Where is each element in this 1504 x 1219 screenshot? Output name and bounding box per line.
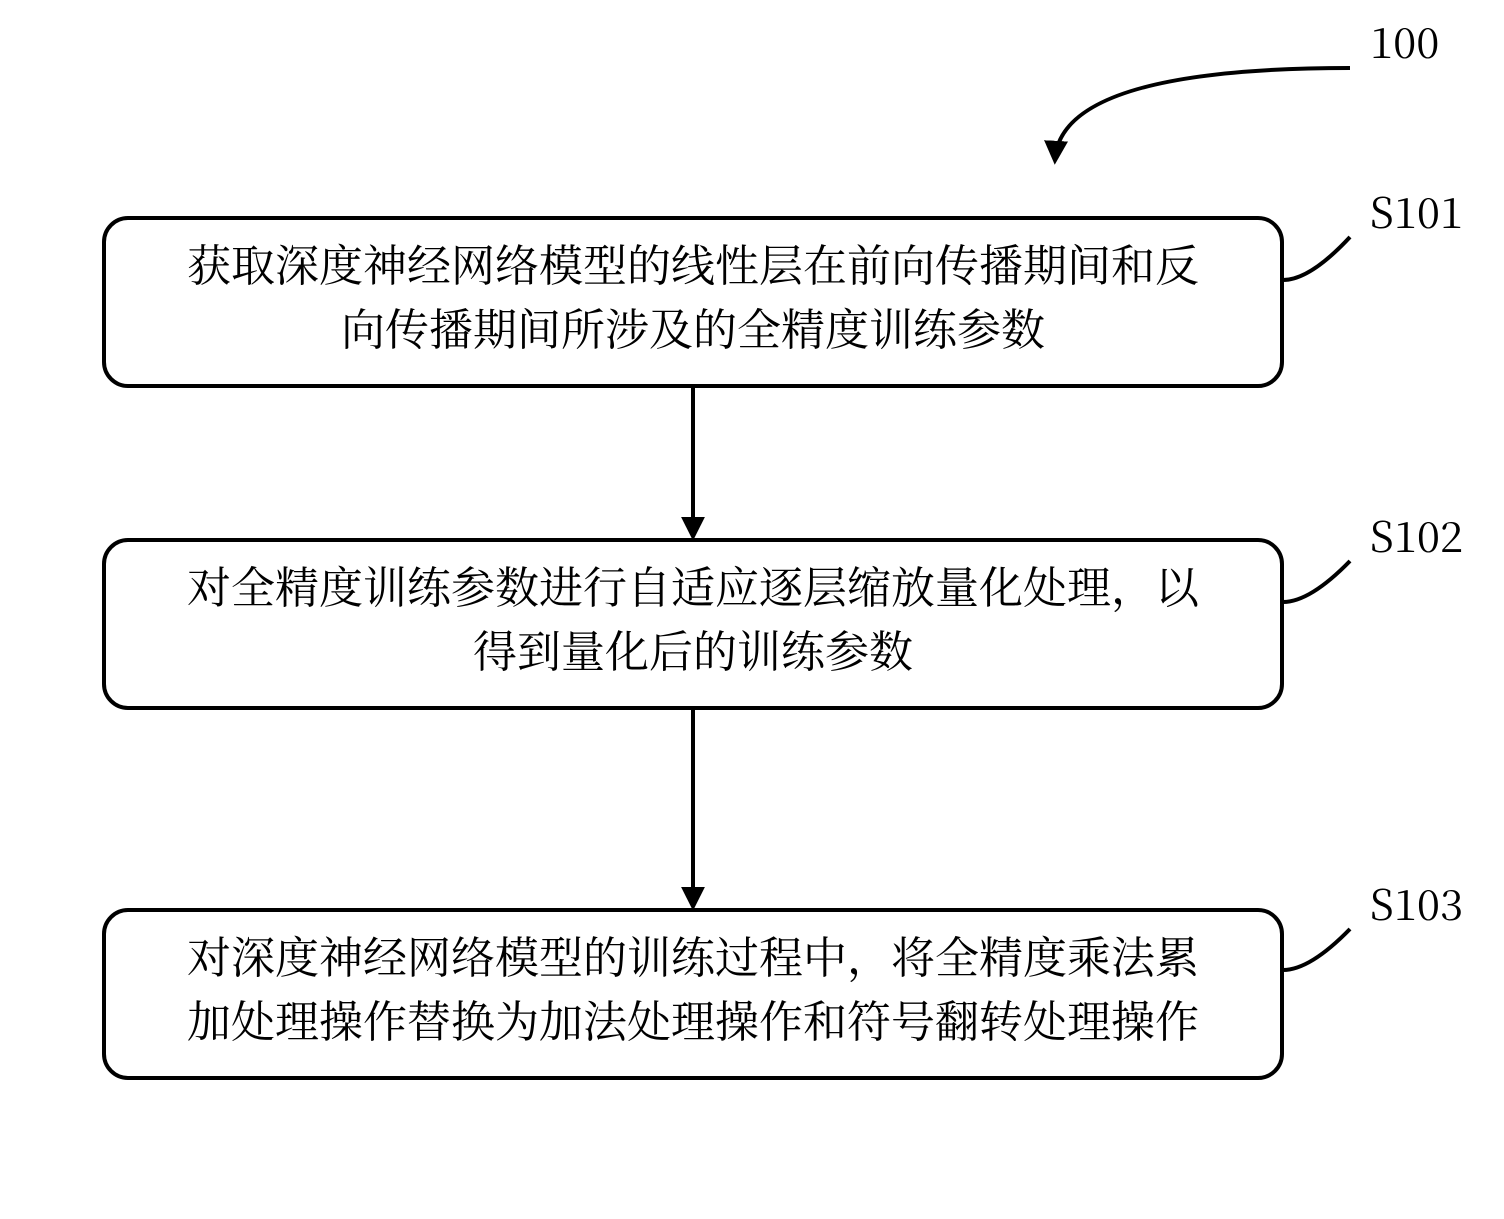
- figure-number-label: 100: [1370, 11, 1439, 71]
- step-text: 对深度神经网络模型的训练过程中，将全精度乘法累加处理操作替换为加法处理操作和符号…: [187, 922, 1199, 1050]
- figure-number-arrow: [1055, 68, 1350, 160]
- step-id-label: S102: [1370, 505, 1463, 565]
- step-id-label: S103: [1370, 873, 1463, 933]
- flow-step-s102: 对全精度训练参数进行自适应逐层缩放量化处理，以得到量化后的训练参数 S102: [104, 505, 1463, 708]
- step-text: 获取深度神经网络模型的线性层在前向传播期间和反向传播期间所涉及的全精度训练参数: [187, 230, 1199, 358]
- step-leader-line: [1283, 561, 1350, 602]
- step-text: 对全精度训练参数进行自适应逐层缩放量化处理，以得到量化后的训练参数: [187, 552, 1201, 680]
- step-leader-line: [1283, 237, 1350, 280]
- step-leader-line: [1283, 929, 1350, 970]
- flow-step-s101: 获取深度神经网络模型的线性层在前向传播期间和反向传播期间所涉及的全精度训练参数 S…: [104, 181, 1463, 386]
- flow-step-s103: 对深度神经网络模型的训练过程中，将全精度乘法累加处理操作替换为加法处理操作和符号…: [104, 873, 1463, 1078]
- step-id-label: S101: [1370, 181, 1463, 241]
